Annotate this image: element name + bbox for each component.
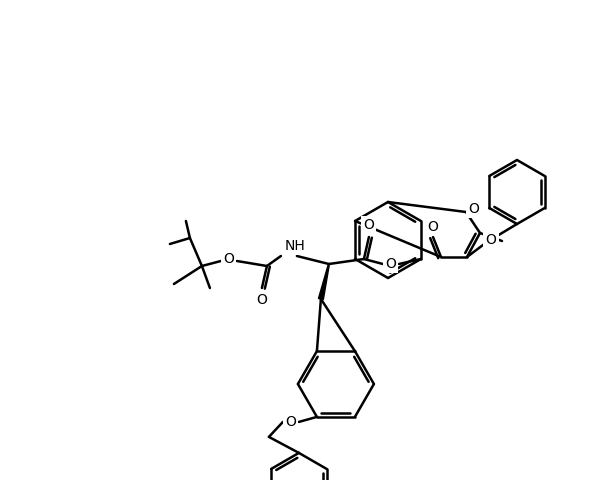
Text: O: O [256, 293, 267, 307]
Text: O: O [224, 252, 234, 266]
Text: NH: NH [284, 239, 305, 253]
Text: O: O [385, 257, 396, 271]
Polygon shape [319, 264, 329, 300]
Text: O: O [286, 415, 297, 429]
Text: O: O [468, 202, 479, 216]
Text: O: O [485, 233, 496, 247]
Text: O: O [428, 220, 438, 234]
Text: O: O [364, 218, 375, 232]
